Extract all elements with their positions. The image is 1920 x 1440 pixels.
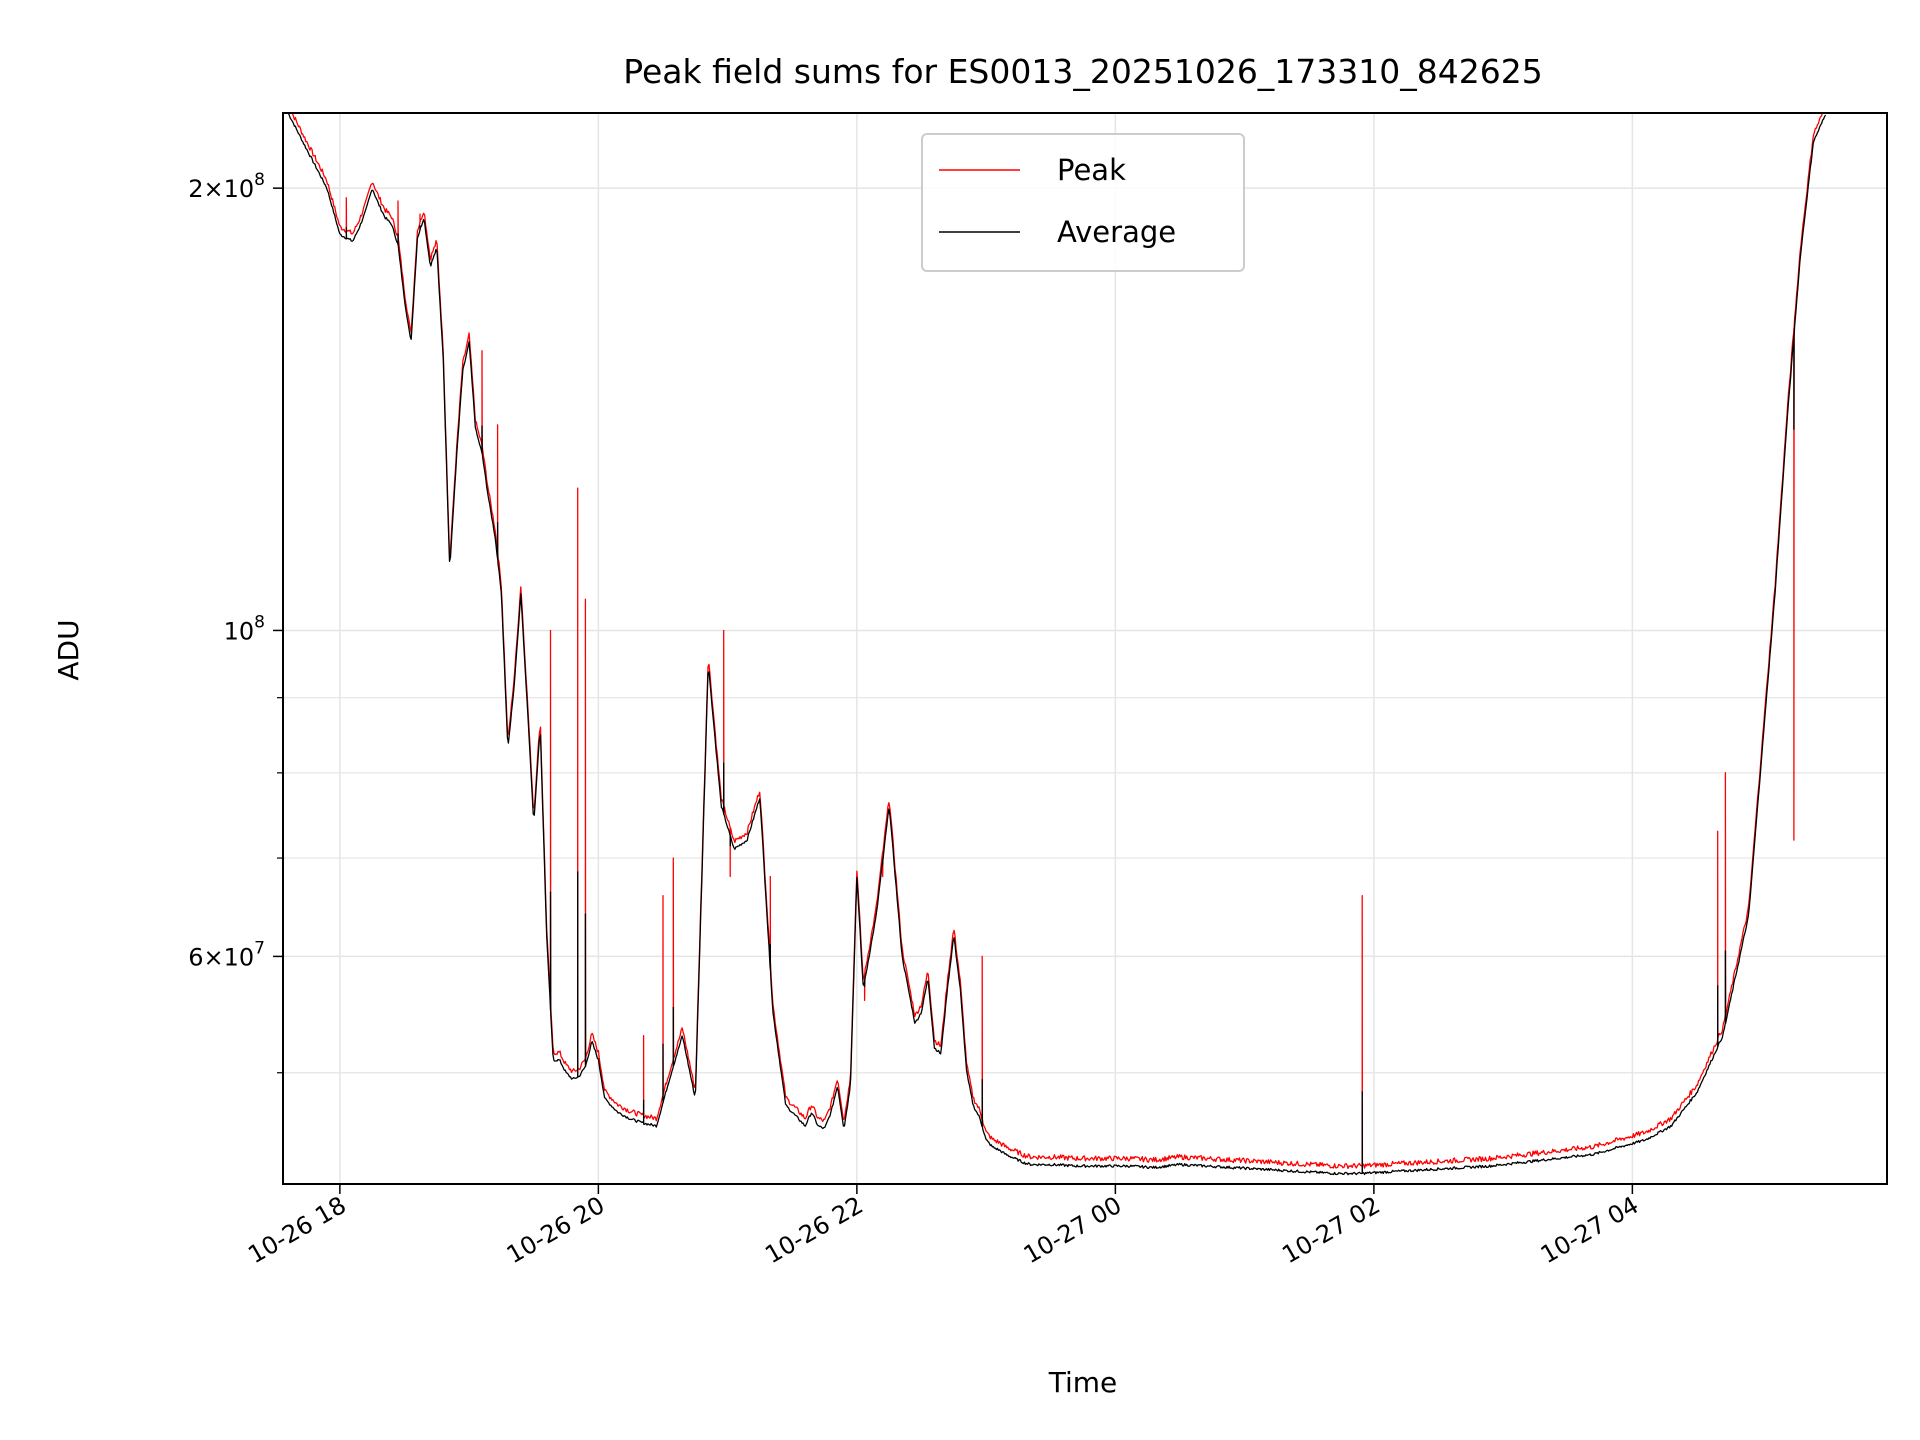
- legend-box: [921, 133, 1245, 272]
- plot-frame: [282, 112, 1888, 1185]
- chart-title: Peak field sums for ES0013_20251026_1733…: [623, 52, 1543, 91]
- y-tick-label-base: 2×10: [188, 175, 254, 203]
- series-line-average: [287, 113, 1827, 1176]
- legend: Peak Average: [921, 133, 1245, 272]
- y-tick-label-exponent: 7: [254, 938, 265, 958]
- legend-average-label: Average: [1057, 215, 1176, 249]
- x-axis-label: Time: [1048, 1366, 1118, 1399]
- y-axis-label: ADU: [52, 619, 85, 680]
- y-tick-label-base: 10: [224, 617, 255, 645]
- y-tick-label: 108: [224, 612, 265, 645]
- y-tick-label: 6×107: [188, 938, 265, 971]
- y-tick-label-exponent: 8: [254, 170, 265, 190]
- legend-peak-label: Peak: [1057, 153, 1126, 187]
- y-tick-label-base: 6×10: [188, 943, 254, 971]
- series-layer: [287, 113, 1827, 1176]
- series-line-peak: [290, 113, 1823, 1170]
- y-tick-label-exponent: 8: [254, 612, 265, 632]
- y-tick-label: 2×108: [188, 170, 265, 203]
